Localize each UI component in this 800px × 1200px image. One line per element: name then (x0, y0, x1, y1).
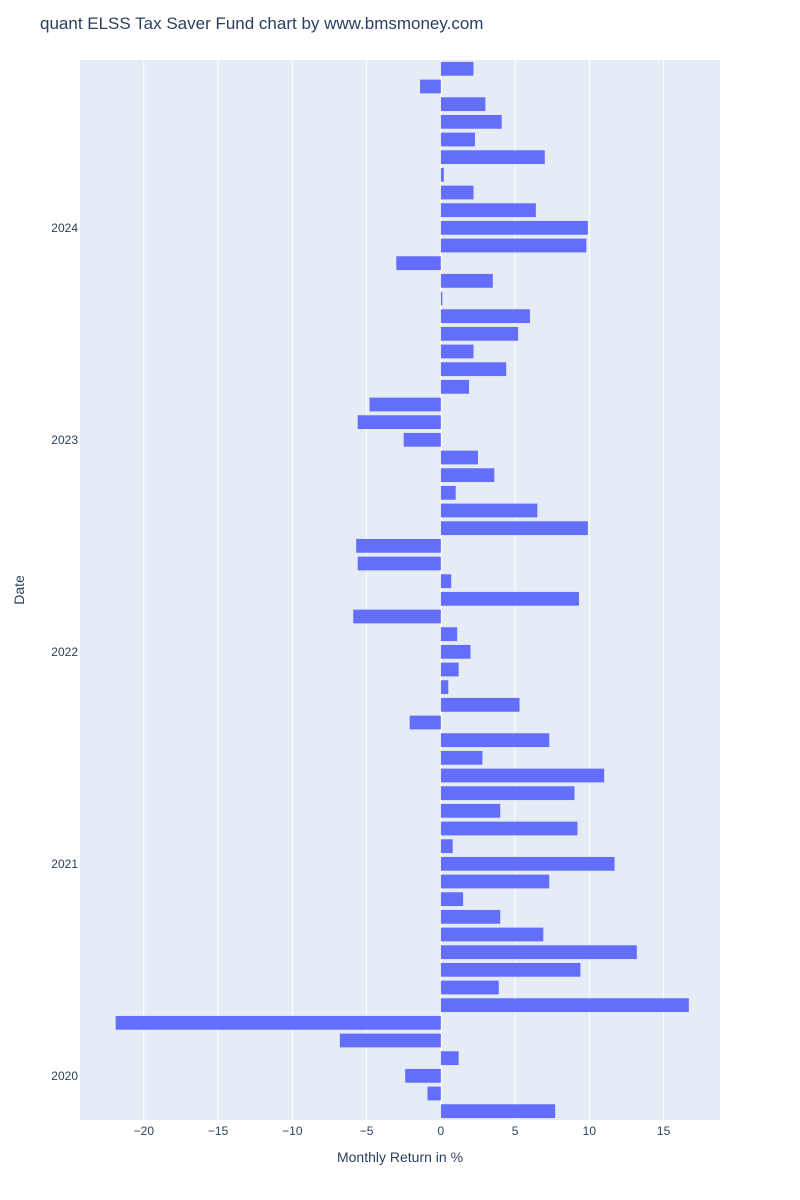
bar-2021-06[interactable] (440, 768, 605, 783)
bar-2020-05[interactable] (440, 998, 689, 1013)
bar-2024-10[interactable] (440, 61, 474, 76)
bar-2022-06[interactable] (357, 556, 441, 571)
bar-2023-02[interactable] (357, 415, 441, 430)
bar-2020-01[interactable] (405, 1068, 441, 1083)
bar-2021-12[interactable] (440, 662, 459, 677)
grid-lines (143, 60, 665, 1120)
x-axis-title: Monthly Return in % (337, 1149, 463, 1165)
x-tick-label: 5 (512, 1124, 519, 1138)
chart-title: quant ELSS Tax Saver Fund chart by www.b… (40, 14, 484, 33)
bar-2023-10[interactable] (440, 273, 493, 288)
bar-2020-03[interactable] (339, 1033, 441, 1048)
bar-2024-07[interactable] (440, 114, 502, 129)
x-axis-ticks: −20 −15 −10 −5 0 5 10 15 (134, 1124, 671, 1138)
bar-2023-04[interactable] (440, 379, 470, 394)
plot-area (80, 60, 720, 1120)
x-tick-label: 10 (583, 1124, 597, 1138)
bar-2023-01[interactable] (403, 432, 441, 447)
bar-2023-09[interactable] (440, 291, 443, 306)
bar-2021-03[interactable] (440, 821, 578, 836)
bar-2021-01[interactable] (440, 856, 615, 871)
x-tick-label: −10 (282, 1124, 303, 1138)
y-tick-label: 2022 (51, 645, 78, 659)
bar-2023-08[interactable] (440, 309, 530, 324)
bar-2023-11[interactable] (396, 256, 441, 271)
bar-2024-01[interactable] (440, 220, 588, 235)
bar-2020-04[interactable] (115, 1015, 441, 1030)
bar-2021-10[interactable] (440, 697, 520, 712)
bar-2024-06[interactable] (440, 132, 475, 147)
y-tick-label: 2021 (51, 857, 78, 871)
bar-2020-09[interactable] (440, 927, 544, 942)
x-tick-label: −15 (208, 1124, 229, 1138)
bar-2022-04[interactable] (440, 591, 579, 606)
bar-2019-11[interactable] (440, 1104, 556, 1119)
bar-2024-03[interactable] (440, 185, 474, 200)
bar-2024-04[interactable] (440, 167, 444, 182)
y-axis-ticks: 2020 2021 2022 2023 2024 (51, 221, 78, 1083)
bar-2022-09[interactable] (440, 503, 538, 518)
bar-2022-03[interactable] (353, 609, 441, 624)
bar-2022-12[interactable] (440, 450, 478, 465)
y-tick-label: 2024 (51, 221, 78, 235)
bar-2020-12[interactable] (440, 874, 550, 889)
x-tick-label: 15 (657, 1124, 671, 1138)
x-tick-label: 0 (437, 1124, 444, 1138)
bar-2022-10[interactable] (440, 485, 456, 500)
bar-2024-08[interactable] (440, 97, 486, 112)
bar-2022-07[interactable] (356, 538, 441, 553)
bar-2020-02[interactable] (440, 1051, 459, 1066)
bar-2023-07[interactable] (440, 326, 519, 341)
bar-2020-11[interactable] (440, 892, 464, 907)
bar-2021-02[interactable] (440, 839, 453, 854)
bar-2022-05[interactable] (440, 574, 452, 589)
bar-2019-12[interactable] (427, 1086, 441, 1101)
bar-2021-08[interactable] (440, 733, 550, 748)
x-tick-label: −20 (134, 1124, 155, 1138)
x-tick-label: −5 (360, 1124, 374, 1138)
bar-2023-05[interactable] (440, 362, 507, 377)
bar-2022-08[interactable] (440, 521, 588, 536)
bar-2024-05[interactable] (440, 150, 545, 165)
y-axis-title: Date (11, 575, 27, 605)
y-tick-label: 2023 (51, 433, 78, 447)
bar-2021-05[interactable] (440, 786, 575, 801)
bar-2023-06[interactable] (440, 344, 474, 359)
bar-2022-01[interactable] (440, 644, 471, 659)
bar-2021-09[interactable] (409, 715, 441, 730)
bar-2020-10[interactable] (440, 909, 501, 924)
bar-2021-04[interactable] (440, 803, 501, 818)
bar-2023-03[interactable] (369, 397, 441, 412)
bar-2024-09[interactable] (420, 79, 441, 94)
bars (115, 61, 689, 1119)
bar-2020-07[interactable] (440, 962, 581, 977)
y-tick-label: 2020 (51, 1069, 78, 1083)
bar-2021-11[interactable] (440, 680, 449, 695)
bar-2021-07[interactable] (440, 750, 483, 765)
bar-2022-02[interactable] (440, 627, 458, 642)
bar-2020-08[interactable] (440, 945, 637, 960)
bar-2022-11[interactable] (440, 468, 495, 483)
bar-2024-02[interactable] (440, 203, 536, 218)
bar-2023-12[interactable] (440, 238, 587, 253)
bar-2020-06[interactable] (440, 980, 499, 995)
